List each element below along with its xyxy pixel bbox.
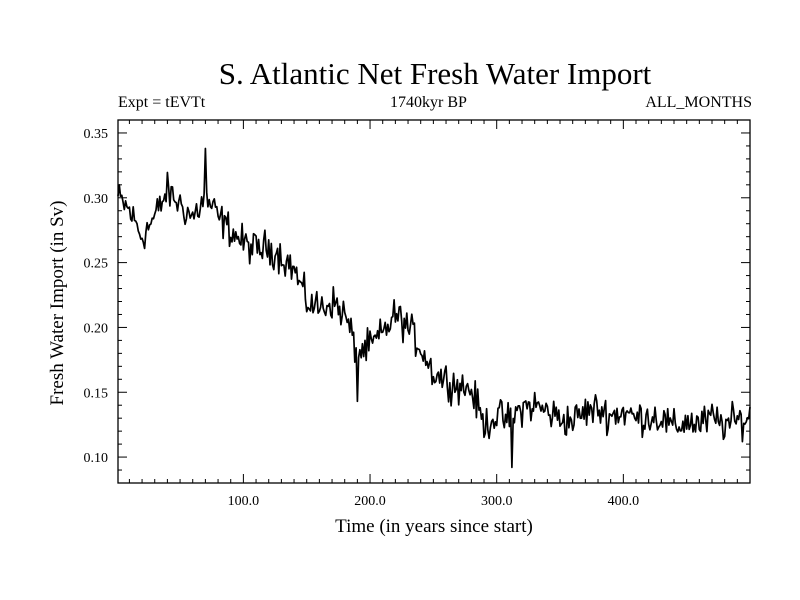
- y-tick-label: 0.15: [84, 386, 109, 401]
- months-label: ALL_MONTHS: [645, 94, 752, 111]
- y-tick-label: 0.20: [84, 321, 109, 336]
- x-tick-label: 300.0: [481, 494, 513, 509]
- y-tick-label: 0.25: [84, 257, 109, 272]
- x-tick-label: 100.0: [228, 494, 260, 509]
- period-label: 1740kyr BP: [390, 94, 467, 111]
- y-tick-label: 0.35: [84, 127, 109, 142]
- chart-title: S. Atlantic Net Fresh Water Import: [218, 56, 652, 91]
- y-tick-label: 0.30: [84, 192, 109, 207]
- x-tick-label: 400.0: [608, 494, 640, 509]
- y-axis-label: Fresh Water Import (in Sv): [47, 201, 68, 406]
- series-line: [117, 147, 751, 469]
- x-tick-label: 200.0: [354, 494, 386, 509]
- experiment-label: Expt = tEVTt: [118, 94, 206, 111]
- plot-frame: [117, 119, 751, 484]
- x-axis-label: Time (in years since start): [335, 516, 533, 537]
- y-tick-label: 0.10: [84, 451, 109, 466]
